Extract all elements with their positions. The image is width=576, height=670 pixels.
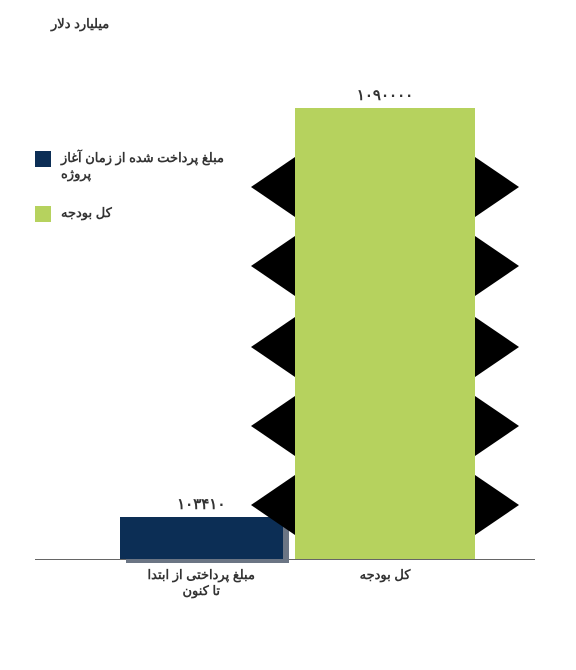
ornament-triangle-right bbox=[475, 317, 519, 377]
bar-chart: میلیارد دلار ۱۰۳۴۱۰مبلغ پرداختی از ابتدا… bbox=[35, 20, 555, 640]
bar-value-budget: ۱۰۹۰۰۰۰ bbox=[295, 86, 475, 104]
category-label-budget: کل بودجه bbox=[295, 567, 475, 583]
legend-text-disbursed: مبلغ پرداخت شده از زمان آغاز پروژه bbox=[61, 150, 235, 183]
legend-swatch-disbursed bbox=[35, 151, 51, 167]
plot-area: ۱۰۳۴۱۰مبلغ پرداختی از ابتدا تا کنون۱۰۹۰۰… bbox=[35, 42, 535, 570]
category-label-disbursed: مبلغ پرداختی از ابتدا تا کنون bbox=[120, 567, 283, 599]
ornament-triangle-left bbox=[251, 396, 295, 456]
ornament-triangle-left bbox=[251, 317, 295, 377]
ornament-triangle-right bbox=[475, 236, 519, 296]
ornament-triangle-right bbox=[475, 157, 519, 217]
ornament-triangle-left bbox=[251, 475, 295, 535]
legend-text-budget: کل بودجه bbox=[61, 205, 112, 221]
legend-swatch-budget bbox=[35, 206, 51, 222]
legend-item-disbursed: مبلغ پرداخت شده از زمان آغاز پروژه bbox=[35, 150, 235, 183]
ornament-triangle-right bbox=[475, 475, 519, 535]
ornament-triangle-right bbox=[475, 396, 519, 456]
y-axis-label: میلیارد دلار bbox=[51, 16, 109, 32]
ornament-triangle-left bbox=[251, 236, 295, 296]
bar-budget: ۱۰۹۰۰۰۰ bbox=[295, 108, 475, 559]
legend-item-budget: کل بودجه bbox=[35, 205, 235, 222]
ornament-triangle-left bbox=[251, 157, 295, 217]
legend: مبلغ پرداخت شده از زمان آغاز پروژه کل بو… bbox=[35, 150, 235, 244]
